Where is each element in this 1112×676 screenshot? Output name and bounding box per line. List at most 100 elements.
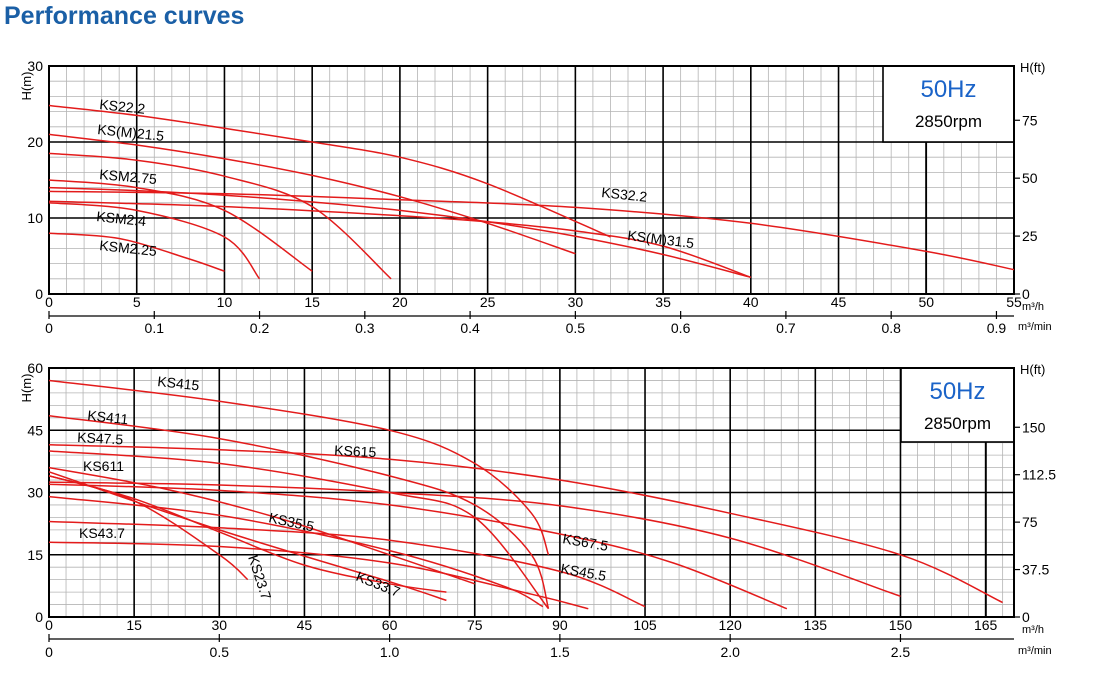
x2-tick-label: 0.5 (210, 644, 230, 660)
y-tick-label: 30 (27, 485, 43, 501)
series-label: KS33.7 (354, 568, 403, 600)
x2-tick-label: 2.0 (720, 644, 740, 660)
series-label: KS411 (87, 407, 130, 427)
series-label: KS611 (83, 458, 124, 474)
page-title: Performance curves (4, 2, 245, 30)
x-tick-label: 15 (304, 294, 320, 310)
x-tick-label: 75 (467, 617, 483, 633)
info-box (900, 367, 1015, 443)
y-right-tick-label: 75 (1022, 514, 1038, 530)
series-label: KSM2.75 (99, 166, 158, 187)
series-label: KS(M)21.5 (97, 121, 165, 144)
series-line-ks45-5 (49, 520, 646, 608)
x-tick-label: 105 (633, 617, 657, 633)
x-tick-label: 0 (45, 294, 53, 310)
y-axis-label-right: H(ft) (1020, 362, 1045, 377)
y-right-tick-label: 50 (1022, 170, 1038, 186)
y-axis-label: H(m) (19, 72, 34, 101)
x-axis-unit: m³/h (1022, 624, 1044, 636)
x2-tick-label: 0 (45, 320, 53, 336)
series-line-unlabeled-2 (49, 152, 392, 280)
series-label: KS22.2 (99, 96, 147, 117)
y-right-tick-label: 0 (1022, 286, 1030, 302)
series-line-ks-m-31-5 (49, 200, 752, 279)
x2-tick-label: 2.5 (891, 644, 911, 660)
series-label: KSM2.25 (99, 237, 158, 259)
frequency-label: 50Hz (929, 378, 985, 405)
x2-tick-label: 1.5 (550, 644, 570, 660)
series-line-unlabeled-10 (49, 466, 475, 585)
x2-tick-label: 0.5 (566, 320, 586, 336)
x-tick-label: 150 (889, 617, 913, 633)
y-right-tick-label: 0 (1022, 609, 1030, 625)
x2-tick-label: 0.7 (776, 320, 796, 336)
series-label: KS45.5 (559, 560, 607, 584)
x-tick-label: 135 (804, 617, 828, 633)
x-tick-label: 55 (1006, 294, 1022, 310)
y-right-tick-label: 25 (1022, 228, 1038, 244)
x2-tick-label: 0.6 (671, 320, 691, 336)
series-label: KS(M)31.5 (627, 227, 696, 251)
x2-tick-label: 0.2 (250, 320, 270, 336)
x-tick-label: 10 (217, 294, 233, 310)
x-tick-label: 90 (552, 617, 568, 633)
speed-label: 2850rpm (915, 112, 982, 131)
series-line-ks32-2 (49, 190, 1014, 271)
x-axis-unit: m³/h (1022, 301, 1044, 313)
x-tick-label: 35 (655, 294, 671, 310)
series-line-ks-m-21-5 (49, 133, 576, 255)
y-right-tick-label: 75 (1022, 112, 1038, 128)
series-line-ksm2-4 (49, 202, 261, 280)
series-line-ks22-2 (49, 104, 611, 238)
x-tick-label: 5 (133, 294, 141, 310)
x-tick-label: 45 (297, 617, 313, 633)
series-line-ks611 (49, 481, 901, 598)
series-line-ks615 (49, 444, 1003, 604)
frequency-label: 50Hz (920, 76, 976, 103)
x-tick-label: 0 (45, 617, 53, 633)
series-label: KSM2.4 (96, 208, 147, 229)
series-label: KS67.5 (561, 530, 609, 554)
info-box (882, 65, 1015, 143)
series-line-ks43-7 (49, 541, 589, 610)
series-line-ks47-5 (49, 450, 550, 610)
x2-tick-label: 0.3 (355, 320, 375, 336)
x2-tick-label: 0.8 (881, 320, 901, 336)
x-tick-label: 40 (743, 294, 759, 310)
series-line-ks23-7 (49, 475, 249, 581)
series-line-ksm2-75 (49, 179, 313, 272)
y-right-tick-label: 112.5 (1022, 467, 1056, 483)
x2-tick-label: 1.0 (380, 644, 400, 660)
series-line-ks67-5 (49, 483, 788, 610)
x-tick-label: 30 (212, 617, 228, 633)
x-tick-label: 30 (568, 294, 584, 310)
plot-frame (48, 367, 1015, 618)
x2-tick-label: 0 (45, 644, 53, 660)
series-line-unlabeled-4 (49, 186, 751, 279)
x-tick-label: 60 (382, 617, 398, 633)
y-tick-label: 30 (27, 58, 43, 74)
chart-bottom: 50Hz 2850rpm KS415 KS411 KS615 KS47.5 KS611 KS6… (19, 360, 1056, 660)
series-group (49, 104, 1014, 280)
y-tick-label: 10 (27, 210, 43, 226)
y-tick-label: 15 (27, 547, 43, 563)
minor-grid (49, 66, 1014, 294)
x2-axis-unit: m³/min (1018, 321, 1052, 333)
x2-tick-label: 0.1 (145, 320, 165, 336)
y-tick-label: 0 (35, 286, 43, 302)
y-axis-label-right: H(ft) (1020, 60, 1045, 75)
y-tick-label: 0 (35, 609, 43, 625)
speed-label: 2850rpm (924, 414, 991, 433)
x-tick-label: 25 (480, 294, 496, 310)
series-label: KS47.5 (77, 429, 124, 447)
x-tick-label: 45 (831, 294, 847, 310)
y-axis-label: H(m) (19, 374, 34, 403)
series-line-ks33-7 (49, 471, 447, 602)
y-tick-label: 60 (27, 360, 43, 376)
series-label: KS415 (157, 373, 201, 393)
x2-axis-unit: m³/min (1018, 645, 1052, 657)
series-label: KS32.2 (601, 184, 649, 205)
series-line-ks415 (49, 379, 550, 556)
y-tick-label: 45 (27, 422, 43, 438)
